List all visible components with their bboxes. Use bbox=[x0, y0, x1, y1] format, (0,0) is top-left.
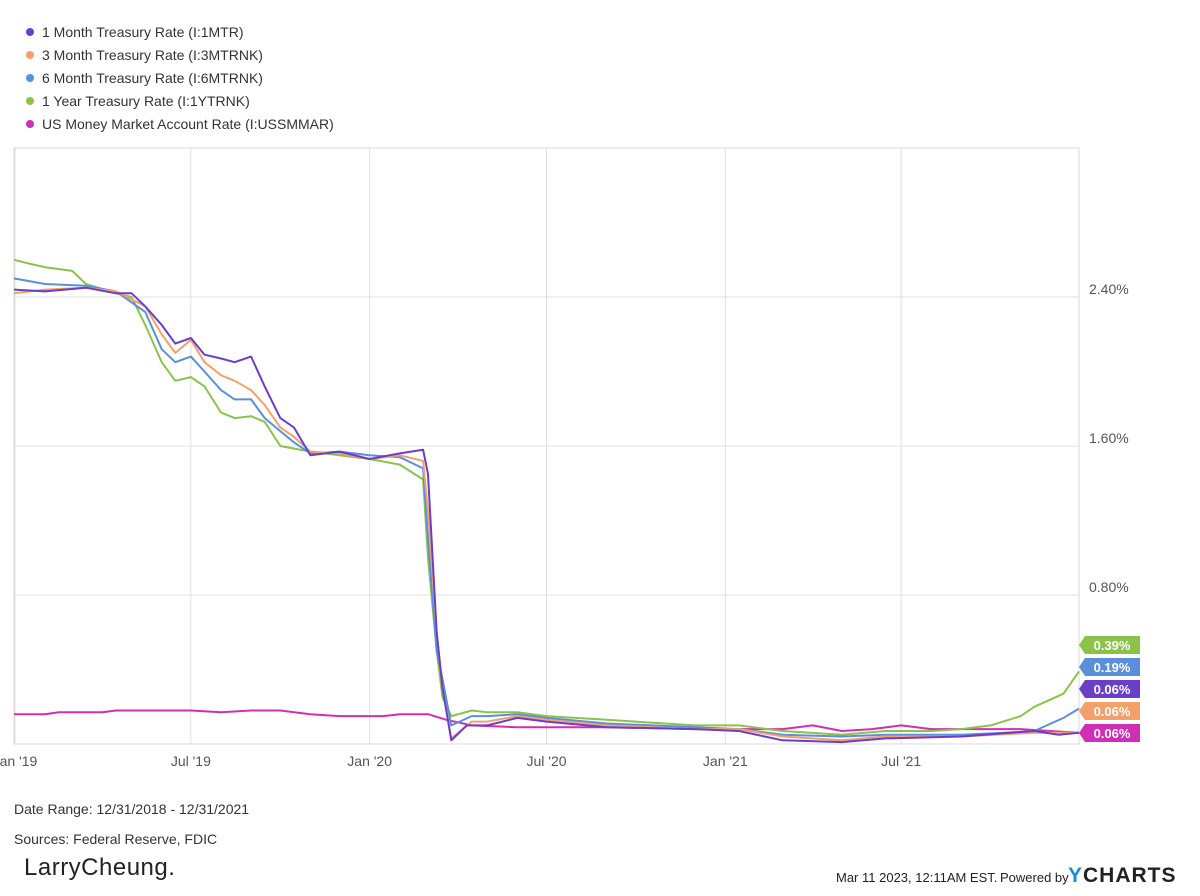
y-axis-ticks: 0.80% 1.60% 2.40% bbox=[1089, 281, 1129, 595]
line-chart: 0.80% 1.60% 2.40% Jan '19 Jul '19 Jan '20 Jul… bbox=[0, 147, 1140, 769]
end-value-labels: 0.39% 0.19% 0.06% 0.06% 0.06% bbox=[1079, 636, 1140, 742]
legend-item[interactable]: US Money Market Account Rate (I:USSMMAR) bbox=[26, 112, 334, 135]
chart-legend: 1 Month Treasury Rate (I:1MTR) 3 Month Tr… bbox=[26, 20, 334, 135]
series-line bbox=[13, 286, 1080, 744]
legend-dot-icon bbox=[26, 27, 34, 36]
end-value-label: 0.06% bbox=[1094, 704, 1131, 719]
larrycheung-logo: LarryCheung. bbox=[24, 854, 176, 881]
legend-item[interactable]: 6 Month Treasury Rate (I:6MTRNK) bbox=[26, 66, 334, 89]
x-axis-ticks: Jan '19 Jul '19 Jan '20 Jul '20 Jan '21 Jul '… bbox=[0, 753, 921, 769]
x-tick-label: Jan '21 bbox=[703, 753, 748, 769]
timestamp-text: Mar 11 2023, 12:11AM EST. bbox=[836, 870, 998, 885]
x-tick-label: Jan '20 bbox=[347, 753, 392, 769]
legend-dot-icon bbox=[26, 73, 34, 82]
end-value-tag-bg bbox=[1079, 658, 1140, 676]
powered-by-text: Powered by bbox=[1000, 870, 1069, 885]
ycharts-logo-text: CHARTS bbox=[1083, 864, 1177, 887]
x-tick-label: Jul '21 bbox=[881, 753, 921, 769]
end-value-tag-bg bbox=[1079, 702, 1140, 720]
sources-text: Sources: Federal Reserve, FDIC bbox=[14, 831, 218, 847]
ycharts-logo-y: Y bbox=[1068, 864, 1084, 887]
date-range-text: Date Range: 12/31/2018 - 12/31/2021 bbox=[14, 801, 250, 817]
series-lines bbox=[13, 258, 1080, 744]
legend-label: 1 Year Treasury Rate (I:1YTRNK) bbox=[42, 92, 250, 109]
legend-label: 6 Month Treasury Rate (I:6MTRNK) bbox=[42, 69, 263, 86]
end-value-tag: 0.06% bbox=[1079, 702, 1140, 720]
y-tick-label: 0.80% bbox=[1089, 579, 1129, 595]
end-value-tag-bg bbox=[1079, 724, 1140, 742]
legend-label: US Money Market Account Rate (I:USSMMAR) bbox=[42, 115, 334, 132]
y-tick-label: 1.60% bbox=[1089, 430, 1129, 446]
legend-item[interactable]: 1 Year Treasury Rate (I:1YTRNK) bbox=[26, 89, 334, 112]
end-value-tag-bg bbox=[1079, 636, 1140, 654]
end-value-tag-bg bbox=[1079, 680, 1140, 698]
end-value-label: 0.19% bbox=[1094, 660, 1131, 675]
end-value-tag: 0.06% bbox=[1079, 724, 1140, 742]
legend-item[interactable]: 1 Month Treasury Rate (I:1MTR) bbox=[26, 20, 334, 43]
legend-item[interactable]: 3 Month Treasury Rate (I:3MTRNK) bbox=[26, 43, 334, 66]
end-value-label: 0.39% bbox=[1094, 638, 1131, 653]
series-line bbox=[13, 286, 1079, 742]
y-tick-label: 2.40% bbox=[1089, 281, 1129, 297]
gridlines bbox=[14, 148, 1079, 744]
end-value-tag: 0.39% bbox=[1079, 636, 1140, 654]
end-value-label: 0.06% bbox=[1094, 682, 1131, 697]
legend-label: 1 Month Treasury Rate (I:1MTR) bbox=[42, 23, 244, 40]
x-tick-label: Jan '19 bbox=[0, 753, 38, 769]
x-tick-label: Jul '19 bbox=[171, 753, 211, 769]
legend-dot-icon bbox=[26, 96, 34, 105]
series-line bbox=[14, 709, 1080, 734]
end-value-tag: 0.06% bbox=[1079, 680, 1140, 698]
legend-dot-icon bbox=[26, 50, 34, 59]
end-value-label: 0.06% bbox=[1094, 726, 1131, 741]
ycharts-logo[interactable]: YCHARTS bbox=[1068, 864, 1177, 888]
x-tick-label: Jul '20 bbox=[526, 753, 566, 769]
legend-label: 3 Month Treasury Rate (I:3MTRNK) bbox=[42, 46, 263, 63]
plot-frame bbox=[13, 147, 1080, 745]
end-value-tag: 0.19% bbox=[1079, 658, 1140, 676]
legend-dot-icon bbox=[26, 119, 34, 128]
